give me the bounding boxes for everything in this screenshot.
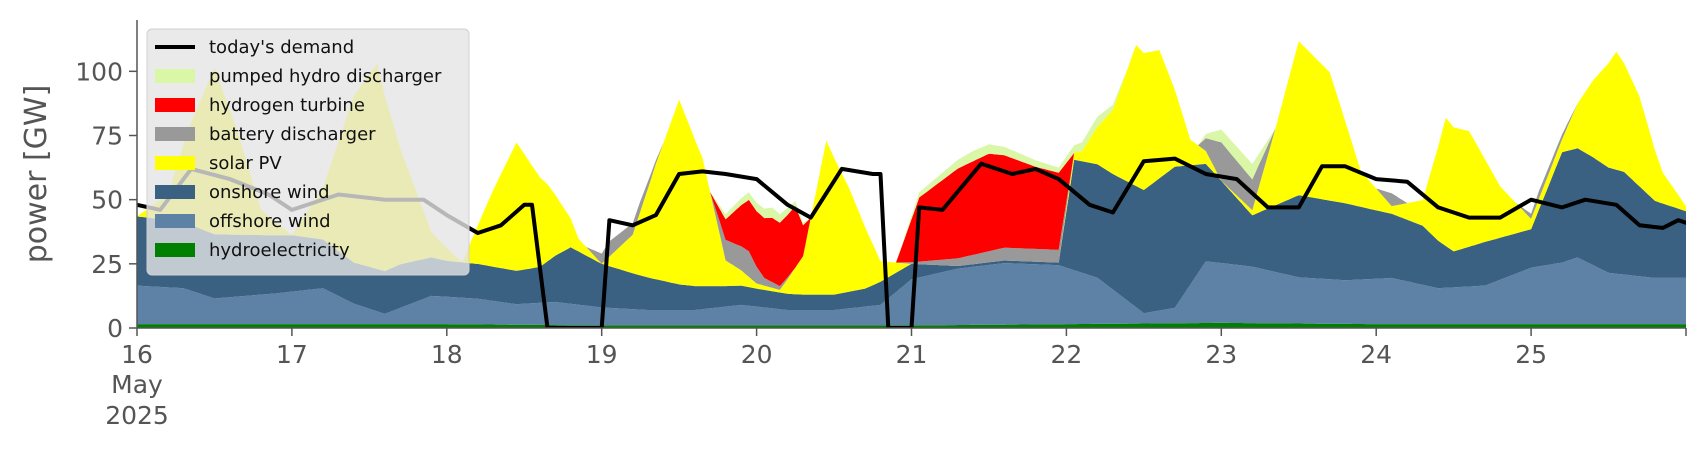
x-tick-label: 19 xyxy=(586,340,618,369)
legend-swatch-pumped-hydro-discharger xyxy=(155,69,195,83)
legend-label-hydroelectricity: hydroelectricity xyxy=(209,240,350,261)
line-today-s-demand xyxy=(137,156,1686,328)
y-tick-label: 25 xyxy=(91,250,123,279)
x-tick-label: 21 xyxy=(896,340,928,369)
x-tick-label: 23 xyxy=(1205,340,1237,369)
legend-box xyxy=(146,28,470,276)
stacked-areas xyxy=(137,41,1686,328)
legend-label-onshore-wind: onshore wind xyxy=(209,182,330,203)
x-tick-label: 18 xyxy=(431,340,463,369)
demand-lines xyxy=(137,156,1686,328)
x-tick-label: 20 xyxy=(741,340,773,369)
x-month-label: May xyxy=(111,370,163,399)
y-tick-label: 100 xyxy=(75,57,123,86)
legend-swatch-hydroelectricity xyxy=(155,243,195,257)
legend-swatch-offshore-wind xyxy=(155,214,195,228)
x-tick-label: 17 xyxy=(276,340,308,369)
y-tick-label: 0 xyxy=(107,314,123,343)
area-solar-pv xyxy=(137,41,1686,295)
legend: today's demand pumped hydro discharger hyd… xyxy=(146,28,470,276)
area-hydrogen-turbine xyxy=(137,41,1686,287)
x-tick-label: 24 xyxy=(1360,340,1392,369)
legend-label-today-s-demand: today's demand xyxy=(209,37,354,58)
legend-label-solar-pv: solar PV xyxy=(209,153,282,174)
legend-label-pumped-hydro-discharger: pumped hydro discharger xyxy=(209,66,442,87)
legend-label-battery-discharger: battery discharger xyxy=(209,124,376,145)
y-axis-label: power [GW] xyxy=(19,85,54,264)
x-tick-label: 25 xyxy=(1515,340,1547,369)
legend-swatch-onshore-wind xyxy=(155,185,195,199)
y-tick-label: 50 xyxy=(91,186,123,215)
x-tick-label: 22 xyxy=(1050,340,1082,369)
area-onshore-wind xyxy=(137,148,1686,314)
x-year-label: 2025 xyxy=(105,401,169,430)
legend-label-hydrogen-turbine: hydrogen turbine xyxy=(209,95,365,116)
legend-swatch-hydrogen-turbine xyxy=(155,98,195,112)
area-offshore-wind xyxy=(137,257,1686,326)
legend-label-offshore-wind: offshore wind xyxy=(209,211,331,232)
x-tick-label: 16 xyxy=(121,340,153,369)
y-tick-label: 75 xyxy=(91,122,123,151)
legend-swatch-solar-pv xyxy=(155,156,195,170)
area-pumped-hydro-discharger xyxy=(137,41,1686,263)
legend-swatch-battery-discharger xyxy=(155,127,195,141)
